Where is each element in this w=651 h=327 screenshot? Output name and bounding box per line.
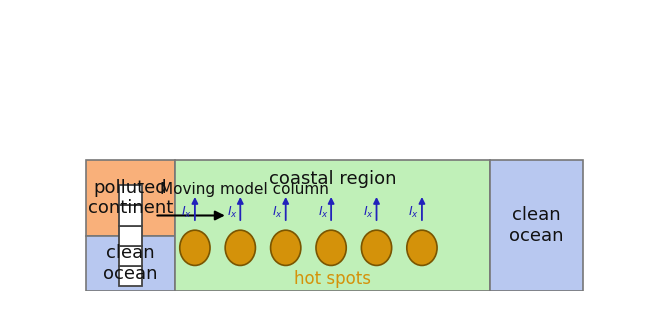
Text: $I_x$: $I_x$ [272,205,283,220]
Text: polluted
continent: polluted continent [88,179,173,217]
Text: clean
ocean: clean ocean [510,206,564,245]
Bar [119,226,142,246]
Text: hot spots: hot spots [294,270,371,288]
Bar [119,266,142,286]
Ellipse shape [271,230,301,266]
Bar [119,185,142,205]
Text: $I_x$: $I_x$ [227,205,238,220]
Text: $I_x$: $I_x$ [182,205,193,220]
Text: $I_x$: $I_x$ [408,205,419,220]
Text: Moving model column: Moving model column [159,181,329,197]
Text: $I_x$: $I_x$ [363,205,374,220]
Ellipse shape [361,230,392,266]
Ellipse shape [407,230,437,266]
Text: clean
ocean: clean ocean [104,244,158,283]
Bar [87,236,174,291]
Text: coastal region: coastal region [269,170,396,188]
Bar [119,205,142,226]
Bar [87,160,174,236]
Bar [174,160,490,291]
Ellipse shape [180,230,210,266]
Ellipse shape [225,230,255,266]
Text: $I_x$: $I_x$ [318,205,329,220]
Ellipse shape [316,230,346,266]
Bar [490,160,583,291]
Bar [119,246,142,266]
